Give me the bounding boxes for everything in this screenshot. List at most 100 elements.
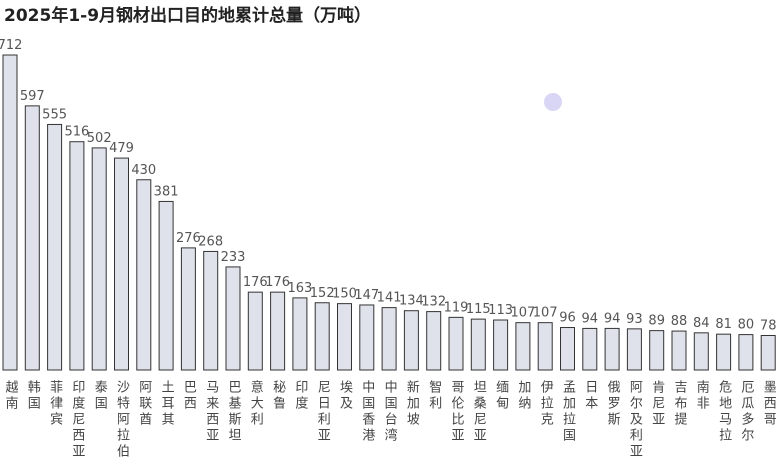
value-label: 141 — [377, 291, 402, 306]
bar — [626, 328, 642, 371]
x-tick-label: 中国香港 — [359, 380, 375, 444]
value-label: 132 — [421, 295, 446, 310]
value-label: 430 — [131, 163, 156, 178]
x-tick-label: 阿联酋 — [136, 380, 152, 428]
value-label: 88 — [671, 314, 688, 329]
x-tick-label: 巴基斯坦 — [226, 380, 242, 444]
value-label: 163 — [287, 281, 312, 296]
value-label: 147 — [354, 288, 379, 303]
bar — [470, 318, 486, 371]
x-tick-label: 菲律宾 — [47, 380, 63, 428]
value-label: 115 — [466, 302, 491, 317]
x-tick-label: 危地马拉 — [716, 380, 732, 444]
value-label: 94 — [582, 311, 599, 326]
value-label: 268 — [198, 234, 223, 249]
bar — [180, 247, 196, 371]
x-tick-label: 尼日利亚 — [315, 380, 331, 444]
value-label: 84 — [693, 316, 710, 331]
x-tick-label: 秘鲁 — [270, 380, 286, 412]
x-tick-label: 马来西亚 — [203, 380, 219, 444]
x-tick-label: 土耳其 — [159, 380, 175, 428]
bar — [738, 334, 754, 371]
x-tick-label: 伊拉克 — [538, 380, 554, 428]
decoration-dot — [544, 93, 562, 111]
value-label: 516 — [64, 125, 89, 140]
value-label: 276 — [176, 231, 201, 246]
x-tick-label: 加纳 — [515, 380, 531, 412]
value-label: 176 — [265, 275, 290, 290]
x-tick-label: 印度尼西亚 — [69, 380, 85, 460]
x-tick-label: 越南 — [3, 380, 19, 412]
bar — [24, 105, 40, 371]
x-tick-label: 中国台湾 — [382, 380, 398, 444]
value-label: 134 — [399, 294, 424, 309]
x-tick-label: 泰国 — [92, 380, 108, 412]
value-label: 119 — [444, 300, 469, 315]
x-tick-label: 阿尔及利亚 — [627, 380, 643, 460]
x-tick-label: 智利 — [426, 380, 442, 412]
bar — [403, 310, 419, 371]
bar — [560, 327, 575, 371]
value-label: 597 — [20, 89, 45, 104]
bar — [47, 123, 63, 371]
bar — [716, 333, 732, 371]
value-label: 381 — [154, 184, 179, 199]
bar — [671, 330, 687, 371]
bar — [426, 311, 442, 371]
bar — [203, 250, 219, 371]
bar — [604, 327, 620, 371]
x-tick-label: 印度 — [292, 380, 308, 412]
bar — [760, 334, 776, 371]
x-tick-label: 墨西哥 — [761, 380, 777, 428]
bar — [337, 303, 352, 371]
value-label: 94 — [604, 311, 621, 326]
bar — [314, 302, 330, 371]
value-label: 712 — [0, 38, 22, 53]
x-tick-label: 吉布提 — [672, 380, 688, 428]
x-tick-label: 缅甸 — [493, 380, 509, 412]
bar — [91, 147, 107, 371]
value-label: 107 — [533, 306, 558, 321]
value-label: 96 — [559, 311, 576, 326]
bar — [693, 332, 709, 371]
bar — [448, 316, 464, 371]
bar — [2, 54, 18, 371]
x-tick-label: 南非 — [694, 379, 710, 412]
x-tick-label: 坦桑尼亚 — [471, 380, 487, 444]
value-label: 78 — [760, 318, 777, 333]
bar — [515, 322, 531, 371]
value-label: 81 — [715, 317, 732, 332]
value-label: 152 — [310, 286, 335, 301]
x-tick-label: 新加坡 — [404, 379, 420, 428]
value-label: 113 — [488, 303, 513, 318]
bar — [158, 200, 174, 371]
bar — [270, 291, 286, 371]
bar — [649, 330, 665, 371]
value-label: 502 — [87, 131, 112, 146]
value-label: 80 — [738, 318, 755, 333]
bar — [537, 322, 553, 371]
bar — [381, 307, 397, 371]
value-label: 89 — [648, 314, 665, 329]
x-tick-label: 厄瓜多尔 — [738, 380, 754, 444]
value-label: 479 — [109, 141, 134, 156]
value-label: 233 — [221, 250, 246, 265]
bar — [582, 327, 598, 371]
x-tick-label: 孟加拉国 — [560, 380, 576, 444]
x-tick-label: 日本 — [582, 380, 598, 412]
x-tick-label: 埃及 — [337, 380, 353, 412]
x-tick-label: 韩国 — [25, 380, 41, 412]
bar — [247, 291, 263, 371]
bar — [359, 304, 375, 371]
x-tick-label: 哥伦比亚 — [449, 380, 465, 444]
bar — [69, 141, 85, 371]
value-label: 150 — [332, 287, 357, 302]
value-label: 176 — [243, 275, 268, 290]
bar — [225, 266, 241, 371]
x-tick-label: 意大利 — [248, 379, 263, 428]
value-label: 93 — [626, 312, 643, 327]
x-tick-label: 沙特阿拉伯 — [114, 380, 130, 460]
chart-title: 2025年1-9月钢材出口目的地累计总量（万吨） — [4, 5, 371, 26]
